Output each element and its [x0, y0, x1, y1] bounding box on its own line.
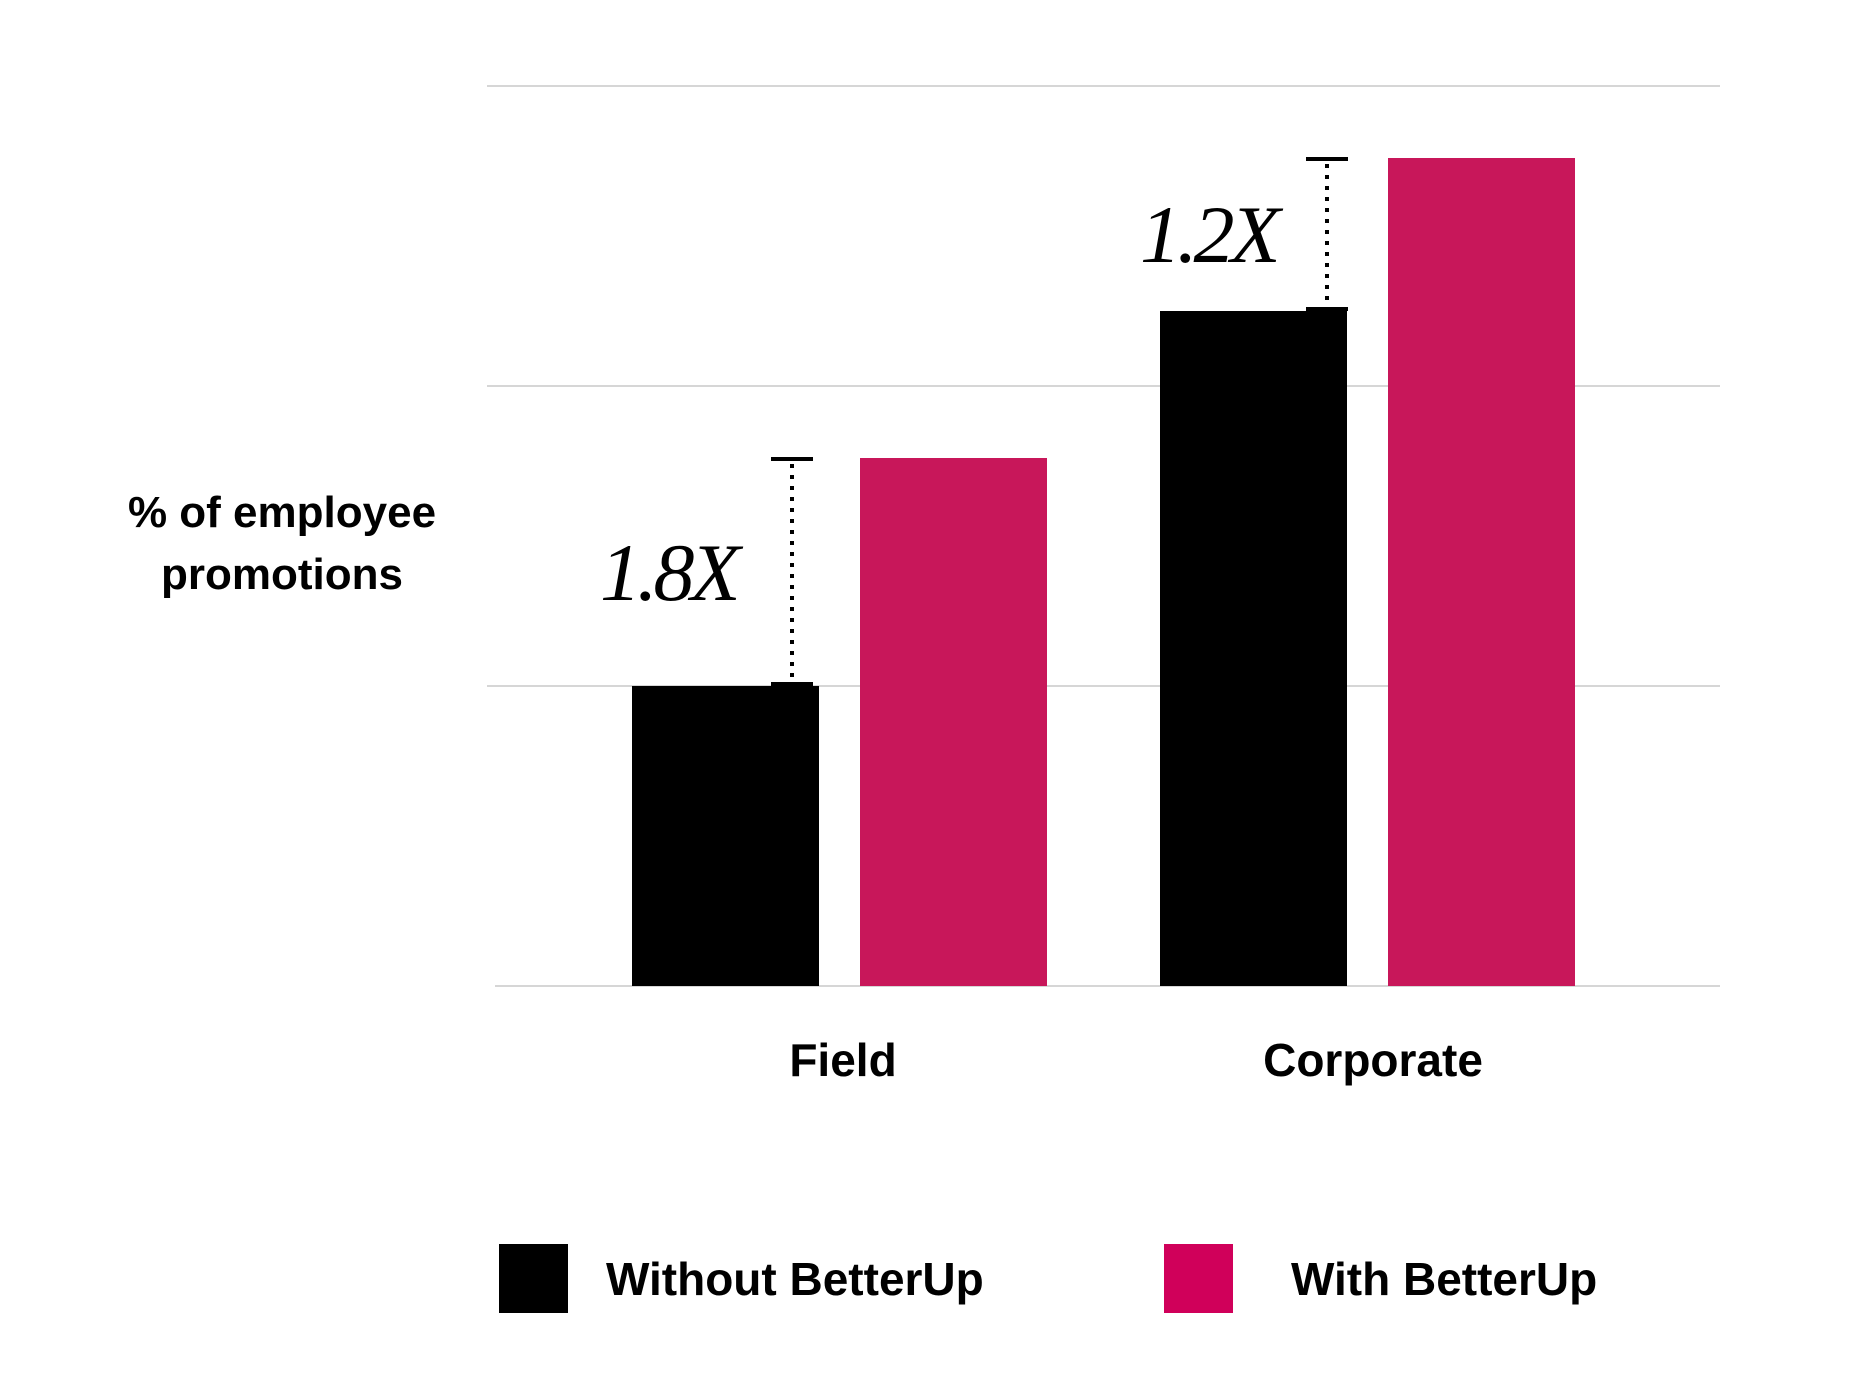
- y-axis-label: % of employee promotions: [127, 488, 437, 599]
- legend-item-with-betterup: With BetterUp: [1164, 1244, 1597, 1313]
- category-label-corporate: Corporate: [1263, 1034, 1483, 1086]
- legend-label: Without BetterUp: [606, 1252, 984, 1305]
- annotation-field-multiplier: 1.8X: [600, 527, 744, 618]
- bar-corporate-with: [1388, 158, 1575, 986]
- legend-label: With BetterUp: [1291, 1252, 1598, 1305]
- legend-swatch-black: [499, 1244, 568, 1313]
- bar-field-with: [860, 458, 1047, 986]
- legend-item-without-betterup: Without BetterUp: [499, 1244, 984, 1313]
- category-label-field: Field: [789, 1034, 896, 1086]
- annotation-corporate-multiplier: 1.2X: [1140, 189, 1284, 280]
- bar-field-without: [632, 686, 819, 986]
- annotations: [771, 157, 1348, 686]
- legend-swatch-pink: [1164, 1244, 1233, 1313]
- bars: [632, 158, 1575, 986]
- bar-corporate-without: [1160, 311, 1347, 986]
